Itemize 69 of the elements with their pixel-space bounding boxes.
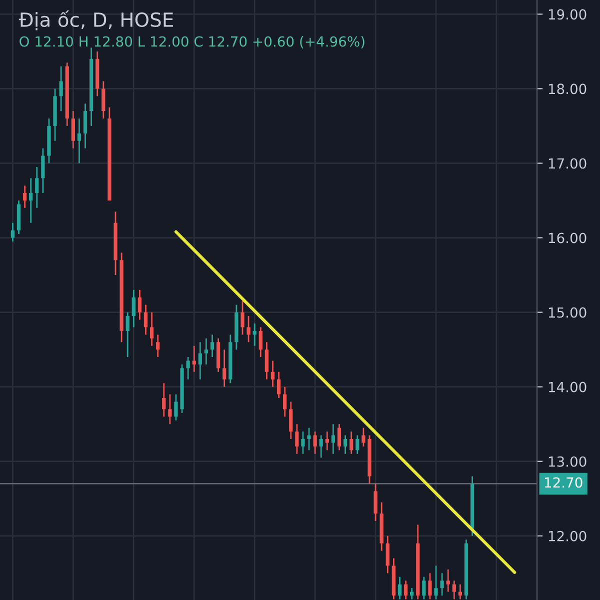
candlestick <box>41 148 45 194</box>
candlestick <box>331 423 336 455</box>
candlestick <box>162 382 166 418</box>
y-tick-label: 18.00 <box>548 84 586 94</box>
ref-line-label: 12.70 <box>544 477 582 488</box>
candlestick <box>156 334 160 358</box>
candlestick <box>422 576 426 600</box>
candlestick <box>398 576 402 600</box>
candlestick <box>440 572 444 596</box>
candlestick <box>59 66 63 112</box>
candlestick <box>356 434 360 455</box>
candlestick <box>29 177 33 224</box>
candlestick <box>35 166 39 209</box>
y-tick-label: 12.00 <box>548 530 586 542</box>
candlestick <box>83 102 88 150</box>
candlestick <box>325 430 329 451</box>
candlestick <box>319 434 323 458</box>
candlestick <box>362 427 366 448</box>
text: O 12.10 H 12.80 L 12.00 C 12.70 +0.60 (+4.96%) <box>20 36 364 48</box>
candlestick <box>374 483 378 522</box>
candlestick <box>138 289 142 320</box>
candlestick <box>289 401 293 440</box>
candlestick <box>434 565 438 600</box>
candlestick <box>168 394 172 425</box>
y-tick-label: 17.00 <box>548 158 586 169</box>
y-tick-label: 13.00 <box>548 456 586 467</box>
candlestick <box>252 322 256 347</box>
y-tick-label: 16.00 <box>548 232 586 244</box>
candlestick <box>204 338 208 366</box>
y-tick-label: 19.00 <box>548 9 586 20</box>
candlestick <box>126 312 130 358</box>
candlestick <box>270 360 275 388</box>
candlestick <box>301 430 305 455</box>
candlestick <box>222 348 226 388</box>
candlestick <box>410 587 414 600</box>
candlestick <box>210 334 214 358</box>
candlestick <box>10 222 15 242</box>
candlestick <box>246 315 250 343</box>
candlestick <box>77 118 82 164</box>
candlestick <box>258 326 262 358</box>
text: Địa ốc, D, HOSE <box>18 10 173 30</box>
candlestick <box>337 423 342 451</box>
candlestick <box>452 580 456 600</box>
candlestick <box>428 572 432 600</box>
candlestick <box>446 568 450 592</box>
candlestick <box>192 345 196 373</box>
candlestick <box>276 371 281 399</box>
candlestick <box>144 304 148 336</box>
candlestick <box>458 584 462 600</box>
y-tick-label: 14.00 <box>548 382 586 392</box>
candlestick <box>264 341 268 380</box>
candlestick <box>350 430 354 455</box>
candlestick <box>150 312 154 347</box>
candlestick <box>295 423 299 455</box>
candlestick <box>174 394 178 422</box>
candlestick <box>22 184 27 209</box>
candlestick <box>102 80 106 120</box>
candlestick <box>186 356 190 380</box>
candlestick <box>313 430 317 455</box>
candlestick <box>132 289 136 328</box>
candlestick <box>404 580 408 600</box>
candlestick <box>240 300 244 336</box>
candlestick <box>198 341 202 380</box>
candlestick <box>307 427 311 451</box>
candlestick <box>343 434 348 455</box>
candlestick <box>71 110 75 150</box>
candlestick <box>386 535 390 574</box>
candlestick <box>283 386 287 418</box>
y-tick-label: 15.00 <box>548 307 586 318</box>
